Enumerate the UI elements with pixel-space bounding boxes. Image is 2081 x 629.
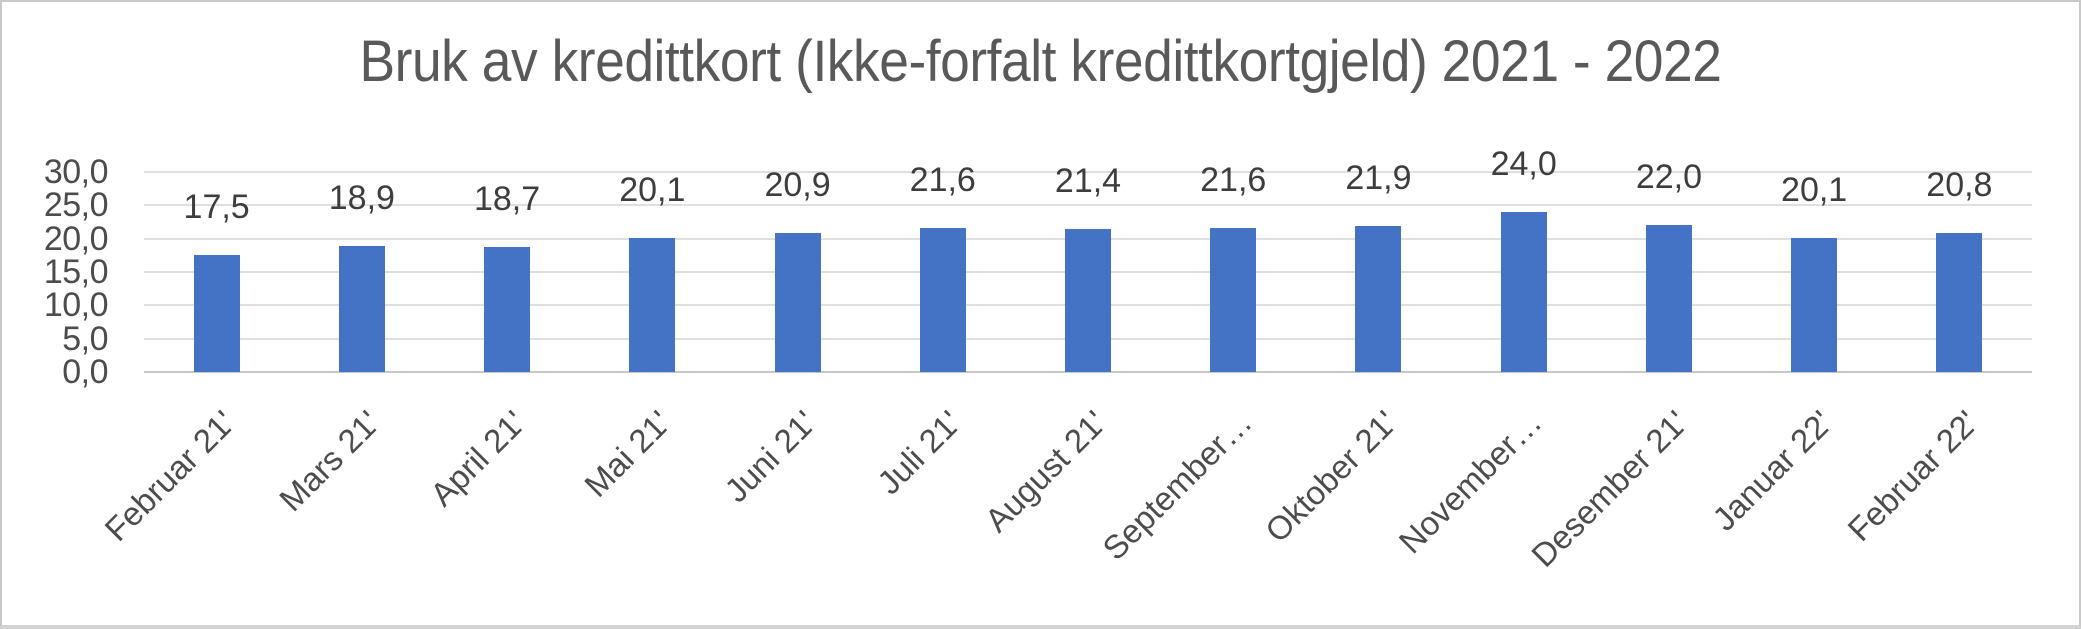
x-tick-label: Mai 21': [577, 403, 678, 504]
bar-value-label: 18,7: [473, 180, 541, 219]
bar-value-label: 21,6: [1200, 161, 1267, 199]
y-tick-label: 20,0: [43, 219, 109, 258]
bar: [338, 246, 385, 372]
bar: [1500, 212, 1547, 372]
x-tick-label: Juni 21': [717, 403, 823, 510]
y-axis: 30,0 25,0 20,0 15,0 10,0 5,0 0,0: [20, 2, 109, 625]
x-tick-label: Februar 21': [97, 403, 243, 549]
bar: [629, 238, 676, 372]
bar: [1936, 233, 1983, 372]
x-tick-label: August 21': [977, 403, 1114, 540]
x-tick-label: September…: [1095, 403, 1259, 567]
y-tick-label: 15,0: [43, 253, 109, 291]
bar: [1065, 229, 1111, 372]
y-tick-label: 25,0: [43, 186, 109, 225]
bar-value-label: 20,9: [764, 165, 831, 204]
bar-value-label: 20,8: [1926, 166, 1993, 205]
bar: [1645, 225, 1692, 372]
plot-area: 17,5 18,9 18,7 20,1 20,9 21,6 21,4 21,6 21,9 24,0…: [144, 146, 2032, 373]
bar-value-label: 21,9: [1345, 159, 1412, 197]
x-tick-label: Desember 21': [1523, 403, 1695, 574]
bar: [1791, 238, 1838, 372]
x-tick-label: November…: [1391, 403, 1550, 561]
x-tick-label: Februar 22': [1840, 403, 1985, 549]
bar-value-label: 17,5: [183, 188, 250, 227]
bar-value-label: 21,6: [909, 161, 976, 199]
bar-value-label: 24,0: [1490, 145, 1557, 183]
bar-value-label: 20,1: [619, 171, 686, 209]
x-tick-label: Mars 21': [272, 403, 388, 519]
bar-value-label: 20,1: [1781, 171, 1848, 209]
x-tick-label: April 21': [422, 403, 533, 514]
x-tick-label: Januar 22': [1705, 403, 1840, 538]
bar-value-label: 21,4: [1054, 162, 1122, 201]
bar: [774, 232, 821, 372]
bar-value-label: 18,9: [328, 179, 395, 217]
y-tick-label: 30,0: [43, 153, 109, 191]
x-tick-label: Oktober 21': [1257, 403, 1404, 550]
bar-value-label: 22,0: [1635, 158, 1703, 197]
chart-title: Bruk av kredittkort (Ikke-forfalt kredit…: [359, 29, 1722, 94]
y-tick-label: 0,0: [62, 353, 108, 391]
bar: [919, 228, 966, 372]
x-axis-line: [144, 371, 2032, 373]
bar: [1210, 228, 1257, 372]
bar: [484, 247, 531, 372]
bar: [193, 255, 240, 372]
x-tick-label: Juli 21': [870, 403, 969, 502]
gridline: [144, 204, 2032, 207]
bar: [1355, 226, 1402, 372]
y-tick-label: 10,0: [43, 286, 109, 325]
y-tick-label: 5,0: [62, 319, 108, 358]
gridline: [144, 171, 2032, 173]
